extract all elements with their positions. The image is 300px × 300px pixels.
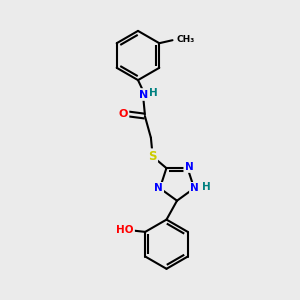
Text: HO: HO bbox=[116, 225, 134, 236]
Text: N: N bbox=[139, 89, 148, 100]
Text: H: H bbox=[148, 88, 158, 98]
Text: H: H bbox=[202, 182, 211, 192]
Text: N: N bbox=[185, 162, 194, 172]
Text: CH₃: CH₃ bbox=[176, 35, 195, 44]
Text: N: N bbox=[190, 183, 199, 193]
Text: S: S bbox=[148, 150, 157, 163]
Text: N: N bbox=[154, 183, 163, 193]
Text: O: O bbox=[118, 109, 128, 119]
